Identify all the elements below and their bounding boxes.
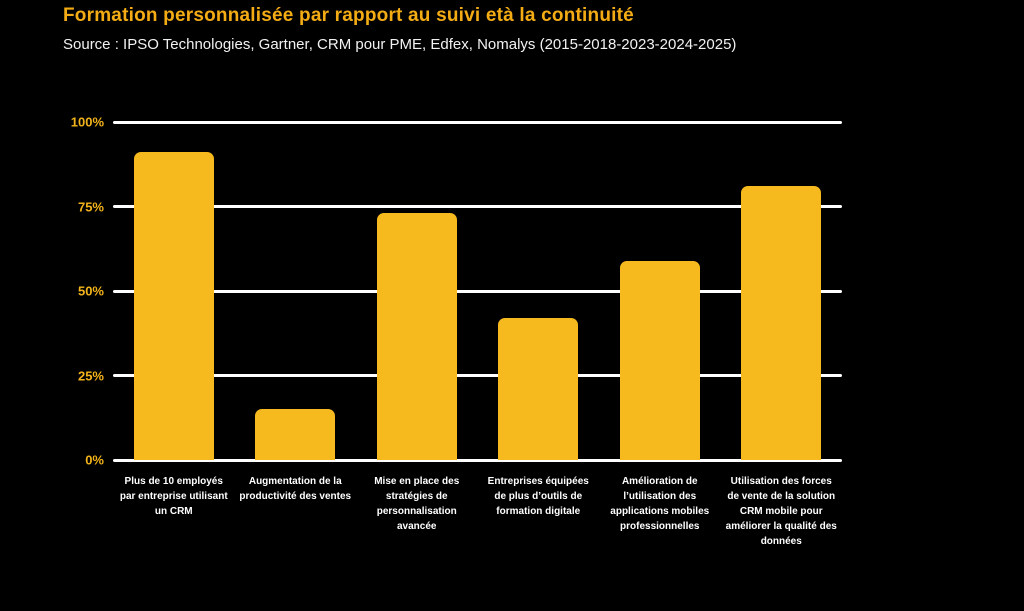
category-label: Entreprises équipées de plus d’outils de…: [487, 476, 589, 517]
bar-5: [619, 260, 700, 460]
page-title: Formation personnalisée par rapport au s…: [63, 5, 634, 26]
category-label: Utilisation des forces de vente de la so…: [725, 476, 837, 547]
bar-slot: [478, 122, 600, 460]
y-axis-tick-label: 25%: [77, 368, 104, 383]
bar-slot: [356, 122, 478, 460]
gridline-75%: [113, 205, 842, 208]
bar-4: [498, 318, 579, 460]
category-label-slot: Plus de 10 employés par entreprise utili…: [113, 474, 235, 549]
bar-3: [376, 213, 457, 460]
category-label-slot: Utilisation des forces de vente de la so…: [721, 474, 843, 549]
y-axis-tick-label: 75%: [77, 199, 104, 214]
gridline-25%: [113, 374, 842, 377]
category-label-slot: Mise en place des stratégies de personna…: [356, 474, 478, 549]
category-label-slot: Amélioration de l’utilisation des applic…: [599, 474, 721, 549]
bar-1: [133, 152, 214, 460]
bar-slot: [721, 122, 843, 460]
y-axis-tick-label: 50%: [77, 283, 104, 299]
bar-slot: [599, 122, 721, 460]
gridline-50%: [113, 289, 842, 293]
bar-slot: [113, 122, 235, 460]
bar-2: [255, 409, 336, 460]
y-axis-tick-labels: 0% 25% 50% 75% 100%: [0, 115, 104, 468]
bar-chart-plot-area: [113, 120, 842, 462]
category-labels-row: Plus de 10 employés par entreprise utili…: [113, 474, 842, 549]
y-axis-tick-label: 100%: [70, 114, 104, 130]
category-label: Mise en place des stratégies de personna…: [374, 476, 460, 532]
category-label: Augmentation de la productivité des vent…: [239, 476, 352, 502]
gridline-100%: [113, 120, 842, 124]
y-axis-tick-label: 0%: [85, 452, 104, 468]
bars-row: [113, 122, 842, 460]
bar-slot: [235, 122, 357, 460]
category-label: Plus de 10 employés par entreprise utili…: [119, 476, 228, 517]
source-subtitle: Source : IPSO Technologies, Gartner, CRM…: [63, 36, 737, 53]
category-label-slot: Entreprises équipées de plus d’outils de…: [478, 474, 600, 549]
category-label-slot: Augmentation de la productivité des vent…: [235, 474, 357, 549]
bar-6: [741, 186, 822, 460]
gridline-0%: [113, 458, 842, 462]
category-label: Amélioration de l’utilisation des applic…: [610, 476, 710, 532]
